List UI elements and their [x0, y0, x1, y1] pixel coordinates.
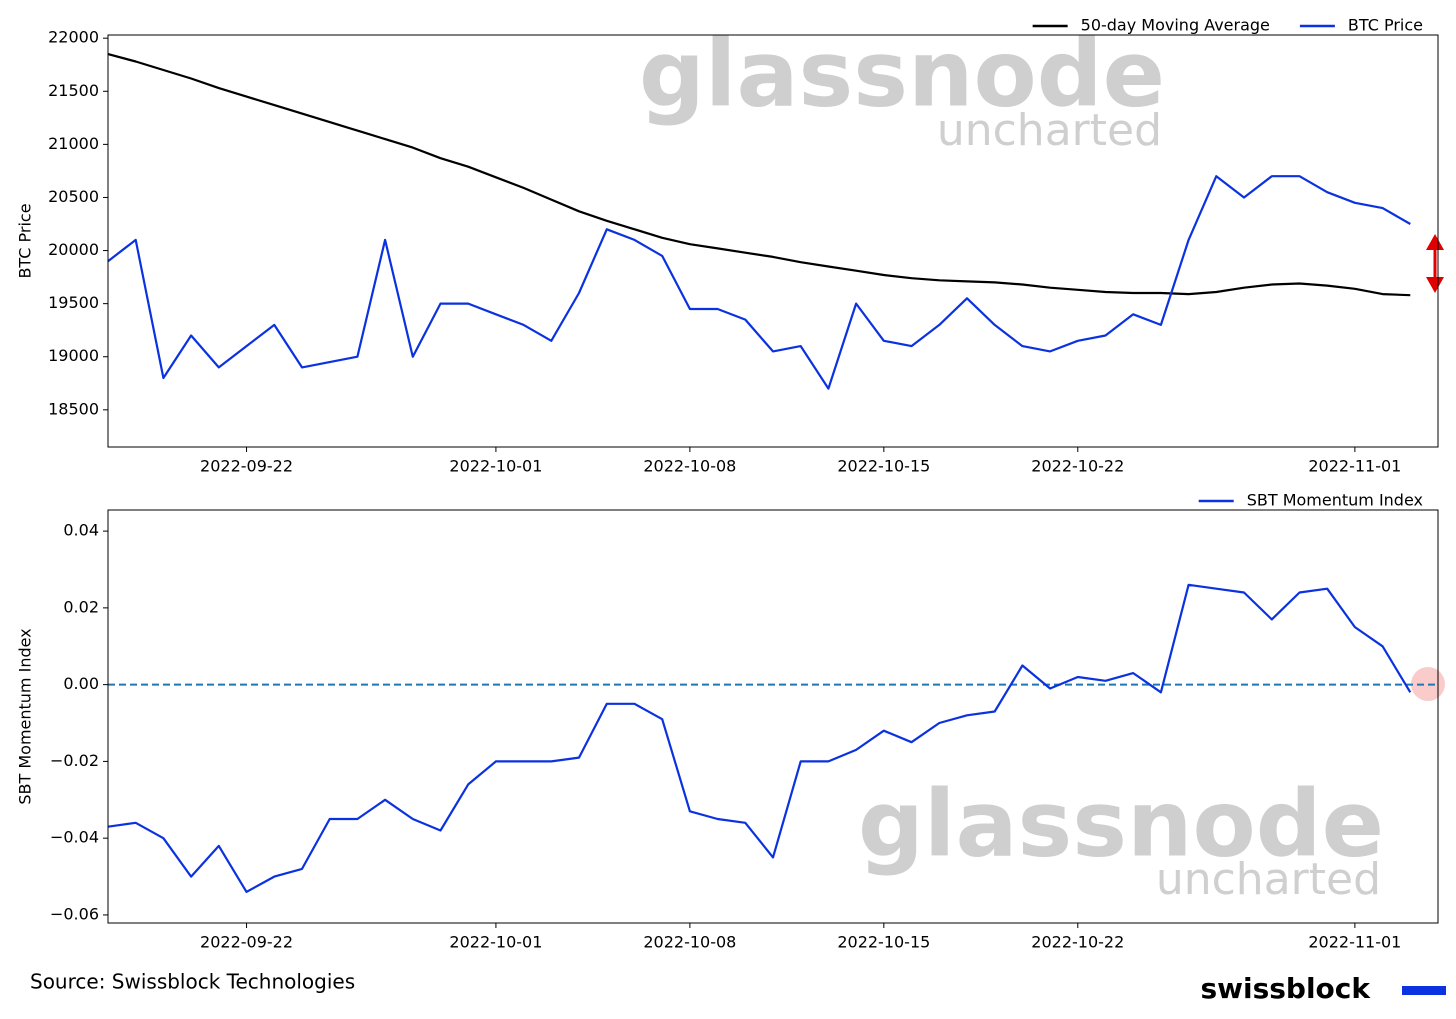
legend-label: BTC Price [1348, 16, 1423, 35]
y-tick-label: −0.04 [50, 828, 99, 847]
x-tick-label: 2022-10-08 [643, 457, 736, 476]
x-tick-label: 2022-10-01 [449, 933, 542, 952]
arrow-head [1426, 234, 1444, 250]
gap-arrow [1426, 234, 1444, 293]
watermark-sub: uncharted [1156, 854, 1381, 905]
y-tick-label: 0.04 [63, 521, 99, 540]
axes-frame [107, 34, 1439, 448]
x-tick-label: 2022-09-22 [200, 457, 293, 476]
y-axis-label: SBT Momentum Index [16, 628, 35, 804]
y-tick-label: 18500 [48, 399, 99, 418]
series-line [107, 175, 1411, 390]
y-tick-label: 20500 [48, 187, 99, 206]
y-tick-label: 0.02 [63, 597, 99, 616]
y-tick-label: 21000 [48, 134, 99, 153]
axes-frame [107, 509, 1439, 924]
y-axis-label: BTC Price [16, 203, 35, 278]
x-tick-label: 2022-10-22 [1031, 457, 1124, 476]
source-note: Source: Swissblock Technologies [30, 970, 355, 994]
x-tick-label: 2022-10-15 [837, 933, 930, 952]
y-tick-label: −0.02 [50, 751, 99, 770]
watermark-brand: glassnode [858, 770, 1384, 877]
x-tick-label: 2022-10-08 [643, 933, 736, 952]
x-tick-label: 2022-11-01 [1308, 457, 1401, 476]
x-tick-label: 2022-10-22 [1031, 933, 1124, 952]
logo-bar [1402, 986, 1446, 995]
arrow-head [1426, 277, 1444, 293]
y-tick-label: 19000 [48, 346, 99, 365]
watermark-brand: glassnode [639, 20, 1165, 127]
y-tick-label: −0.06 [50, 904, 99, 923]
y-tick-label: 20000 [48, 240, 99, 259]
y-tick-label: 0.00 [63, 674, 99, 693]
series-line [107, 53, 1411, 297]
logo-text: swissblock [1200, 972, 1371, 1005]
y-tick-label: 22000 [48, 28, 99, 47]
x-tick-label: 2022-11-01 [1308, 933, 1401, 952]
series-line [107, 583, 1412, 893]
y-tick-label: 19500 [48, 293, 99, 312]
x-tick-label: 2022-10-15 [837, 457, 930, 476]
legend-label: 50-day Moving Average [1081, 16, 1270, 35]
y-tick-label: 21500 [48, 81, 99, 100]
x-tick-label: 2022-09-22 [200, 933, 293, 952]
x-tick-label: 2022-10-01 [449, 457, 542, 476]
watermark-sub: uncharted [937, 105, 1162, 156]
legend-label: SBT Momentum Index [1247, 491, 1423, 510]
